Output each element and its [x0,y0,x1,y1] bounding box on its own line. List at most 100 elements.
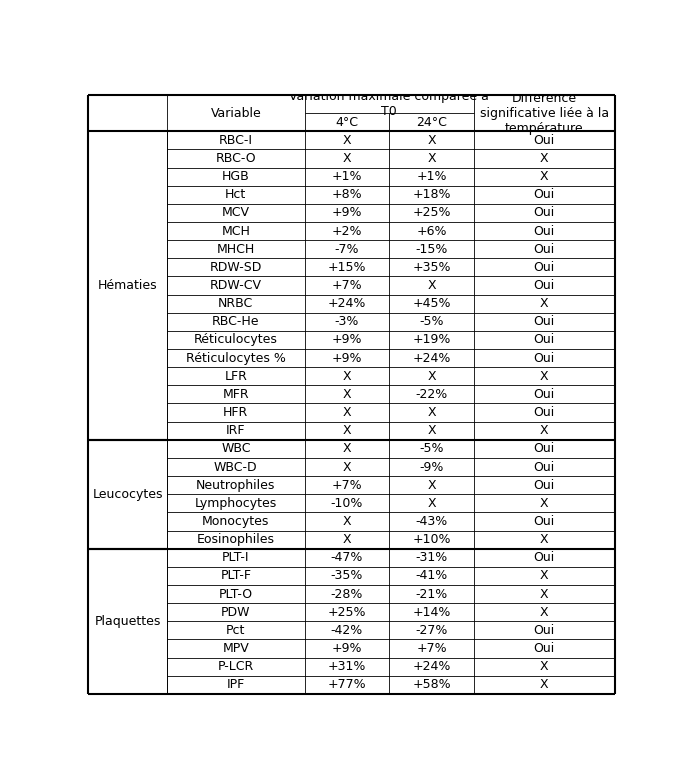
Text: X: X [343,515,352,528]
Text: X: X [343,134,352,147]
Text: X: X [343,369,352,383]
Text: -5%: -5% [419,316,444,328]
Text: -28%: -28% [331,587,363,601]
Text: +24%: +24% [412,660,451,673]
Text: Oui: Oui [534,388,555,401]
Text: Eosinophiles: Eosinophiles [197,533,275,546]
Text: -35%: -35% [331,569,363,583]
Text: Oui: Oui [534,261,555,274]
Text: -42%: -42% [331,624,363,637]
Text: X: X [540,587,549,601]
Text: RBC-I: RBC-I [219,134,253,147]
Text: Réticulocytes %: Réticulocytes % [186,351,286,365]
Text: Pct: Pct [226,624,246,637]
Text: X: X [540,297,549,310]
Text: X: X [540,606,549,619]
Text: X: X [428,406,436,419]
Text: X: X [540,679,549,691]
Text: X: X [540,152,549,165]
Text: -5%: -5% [419,442,444,455]
Text: Oui: Oui [534,333,555,347]
Text: MFR: MFR [222,388,249,401]
Text: P-LCR: P-LCR [218,660,254,673]
Text: -10%: -10% [331,497,363,510]
Text: -3%: -3% [334,316,359,328]
Text: RDW-SD: RDW-SD [209,261,262,274]
Text: +35%: +35% [412,261,451,274]
Text: PLT-F: PLT-F [220,569,251,583]
Text: NRBC: NRBC [218,297,254,310]
Text: Oui: Oui [534,188,555,201]
Text: Variation maximale comparée à
T0: Variation maximale comparée à T0 [289,90,489,118]
Text: MHCH: MHCH [217,243,255,255]
Text: Variable: Variable [211,106,261,119]
Text: +7%: +7% [332,279,363,292]
Text: +31%: +31% [328,660,366,673]
Text: +77%: +77% [328,679,366,691]
Text: MPV: MPV [222,642,249,655]
Text: IRF: IRF [226,424,246,437]
Text: X: X [343,442,352,455]
Text: -41%: -41% [416,569,448,583]
Text: +45%: +45% [412,297,451,310]
Text: X: X [343,388,352,401]
Text: +7%: +7% [417,642,447,655]
Text: RBC-He: RBC-He [212,316,260,328]
Text: -31%: -31% [416,551,448,564]
Text: X: X [540,660,549,673]
Text: +25%: +25% [328,606,366,619]
Text: X: X [343,406,352,419]
Text: +2%: +2% [332,225,363,237]
Text: Oui: Oui [534,225,555,237]
Text: PDW: PDW [221,606,250,619]
Text: X: X [428,369,436,383]
Text: Oui: Oui [534,351,555,365]
Text: WBC: WBC [221,442,250,455]
Text: -47%: -47% [331,551,363,564]
Text: Oui: Oui [534,134,555,147]
Text: X: X [540,170,549,183]
Text: X: X [428,497,436,510]
Text: -27%: -27% [416,624,448,637]
Text: +14%: +14% [412,606,451,619]
Text: 4°C: 4°C [335,116,358,129]
Text: X: X [540,497,549,510]
Text: Leucocytes: Leucocytes [92,487,163,501]
Text: +9%: +9% [332,642,363,655]
Text: X: X [540,369,549,383]
Text: +25%: +25% [412,206,451,219]
Text: PLT-O: PLT-O [219,587,253,601]
Text: X: X [343,152,352,165]
Text: +6%: +6% [417,225,447,237]
Text: Oui: Oui [534,624,555,637]
Text: +24%: +24% [412,351,451,365]
Text: +9%: +9% [332,351,363,365]
Text: Neutrophiles: Neutrophiles [196,479,276,492]
Text: X: X [343,424,352,437]
Text: Oui: Oui [534,406,555,419]
Text: IPF: IPF [226,679,245,691]
Text: +10%: +10% [412,533,451,546]
Text: Oui: Oui [534,206,555,219]
Text: WBC-D: WBC-D [214,461,258,473]
Text: Réticulocytes: Réticulocytes [194,333,278,347]
Text: +18%: +18% [412,188,451,201]
Text: X: X [343,461,352,473]
Text: +7%: +7% [332,479,363,492]
Text: +1%: +1% [417,170,447,183]
Text: -43%: -43% [416,515,448,528]
Text: +19%: +19% [412,333,451,347]
Text: -21%: -21% [416,587,448,601]
Text: -15%: -15% [416,243,448,255]
Text: X: X [428,134,436,147]
Text: Monocytes: Monocytes [202,515,269,528]
Text: Oui: Oui [534,551,555,564]
Text: HGB: HGB [222,170,250,183]
Text: Hématies: Hématies [98,279,157,292]
Text: MCH: MCH [222,225,250,237]
Text: Lymphocytes: Lymphocytes [195,497,277,510]
Text: X: X [428,424,436,437]
Text: +9%: +9% [332,206,363,219]
Text: Oui: Oui [534,279,555,292]
Text: X: X [540,424,549,437]
